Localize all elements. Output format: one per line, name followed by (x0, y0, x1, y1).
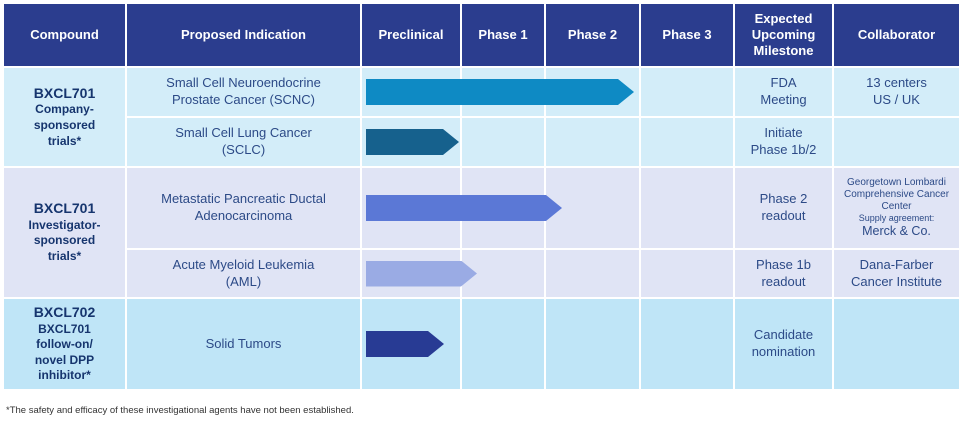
compound-cell-bxcl701-investigator: BXCL701 Investigator- sponsored trials* (4, 168, 125, 297)
phase-cell (546, 250, 639, 297)
phase-cell (362, 168, 460, 248)
collaborator-cell-sclc (834, 118, 959, 166)
compound-subtitle: Investigator- sponsored trials* (28, 217, 101, 264)
compound-name: BXCL702 (33, 304, 96, 321)
phase-cell (546, 299, 639, 389)
phase-cell (641, 168, 733, 248)
collaborator-cell-solid-tumors (834, 299, 959, 389)
footnote: *The safety and efficacy of these invest… (6, 405, 354, 416)
column-header-preclinical: Preclinical (362, 4, 460, 66)
phase-cell (546, 118, 639, 166)
phase-cell (641, 68, 733, 116)
collaborator-partner: Merck & Co. (862, 223, 931, 238)
indication-cell-sclc: Small Cell Lung Cancer (SCLC) (127, 118, 360, 166)
indication-cell-solid-tumors: Solid Tumors (127, 299, 360, 389)
compound-subtitle: BXCL701 follow-on/ novel DPP inhibitor* (34, 321, 95, 383)
collaborator-note: Supply agreement: (858, 212, 935, 223)
milestone-cell-aml: Phase 1b readout (735, 250, 832, 297)
phase-cell (362, 118, 460, 166)
milestone-cell-sclc: Initiate Phase 1b/2 (735, 118, 832, 166)
column-header-compound: Compound (4, 4, 125, 66)
column-header-expected-upcoming-milestone: Expected Upcoming Milestone (735, 4, 832, 66)
milestone-cell-scnc: FDA Meeting (735, 68, 832, 116)
phase-cell (462, 118, 544, 166)
column-header-phase-2: Phase 2 (546, 4, 639, 66)
column-header-phase-1: Phase 1 (462, 4, 544, 66)
compound-cell-bxcl702: BXCL702 BXCL701 follow-on/ novel DPP inh… (4, 299, 125, 389)
collaborator-name: Georgetown Lombardi Comprehensive Cancer… (843, 176, 950, 212)
milestone-cell-pancreatic: Phase 2 readout (735, 168, 832, 248)
collaborator-cell-scnc: 13 centers US / UK (834, 68, 959, 116)
phase-cell (462, 299, 544, 389)
compound-cell-bxcl701-company: BXCL701 Company- sponsored trials* (4, 68, 125, 166)
phase-cell (362, 68, 460, 116)
compound-name: BXCL701 (33, 84, 96, 101)
indication-cell-scnc: Small Cell Neuroendocrine Prostate Cance… (127, 68, 360, 116)
milestone-cell-solid-tumors: Candidate nomination (735, 299, 832, 389)
phase-cell (462, 168, 544, 248)
phase-cell (641, 118, 733, 166)
phase-cell (362, 299, 460, 389)
collaborator-cell-pancreatic: Georgetown Lombardi Comprehensive Cancer… (834, 168, 959, 248)
column-header-collaborator: Collaborator (834, 4, 959, 66)
compound-subtitle: Company- sponsored trials* (33, 102, 96, 148)
column-header-phase-3: Phase 3 (641, 4, 733, 66)
compound-name: BXCL701 (33, 200, 96, 217)
phase-cell (641, 250, 733, 297)
phase-cell (546, 168, 639, 248)
indication-cell-aml: Acute Myeloid Leukemia (AML) (127, 250, 360, 297)
pipeline-table: Compound Proposed Indication Preclinical… (4, 4, 959, 389)
phase-cell (641, 299, 733, 389)
phase-cell (462, 250, 544, 297)
indication-cell-pancreatic: Metastatic Pancreatic Ductal Adenocarcin… (127, 168, 360, 248)
collaborator-cell-aml: Dana-Farber Cancer Institute (834, 250, 959, 297)
phase-cell (362, 250, 460, 297)
column-header-proposed-indication: Proposed Indication (127, 4, 360, 66)
phase-cell (546, 68, 639, 116)
phase-cell (462, 68, 544, 116)
